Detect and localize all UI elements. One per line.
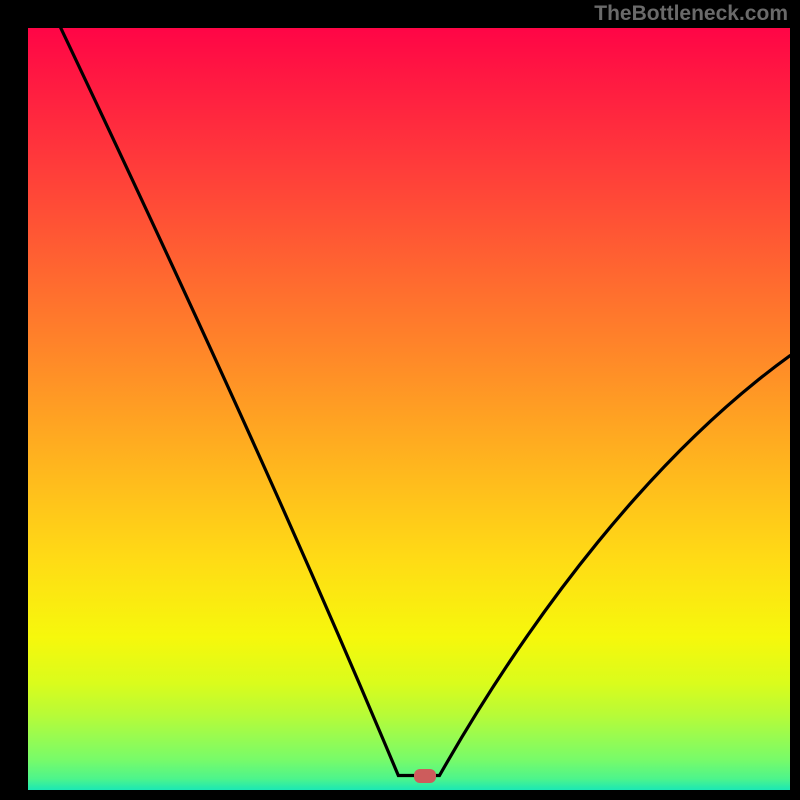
bottleneck-curve (61, 28, 790, 776)
chart-plot-area (28, 28, 790, 790)
chart-curve-svg (28, 28, 790, 790)
minimum-marker (414, 769, 436, 783)
watermark-text: TheBottleneck.com (594, 2, 788, 26)
